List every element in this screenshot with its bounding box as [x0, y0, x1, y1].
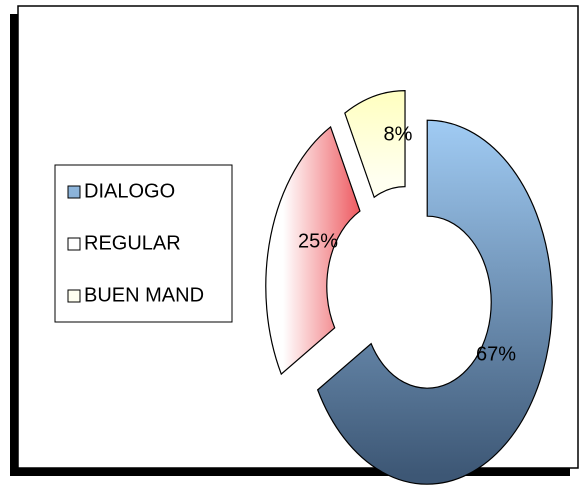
doughnut-segment [316, 119, 553, 485]
data-label: 67% [476, 343, 516, 365]
legend-label: DIALOGO [84, 180, 175, 202]
legend-swatch [67, 289, 81, 303]
plot [265, 90, 553, 485]
legend [54, 164, 233, 323]
legend-swatch [67, 185, 81, 199]
data-label: 25% [298, 230, 338, 252]
legend-swatch [67, 237, 81, 251]
legend-label: REGULAR [84, 232, 181, 254]
doughnut-segment [344, 90, 406, 199]
doughnut-segment [265, 125, 361, 376]
legend-label: BUEN MAND [84, 284, 204, 306]
data-label: 8% [384, 123, 413, 145]
